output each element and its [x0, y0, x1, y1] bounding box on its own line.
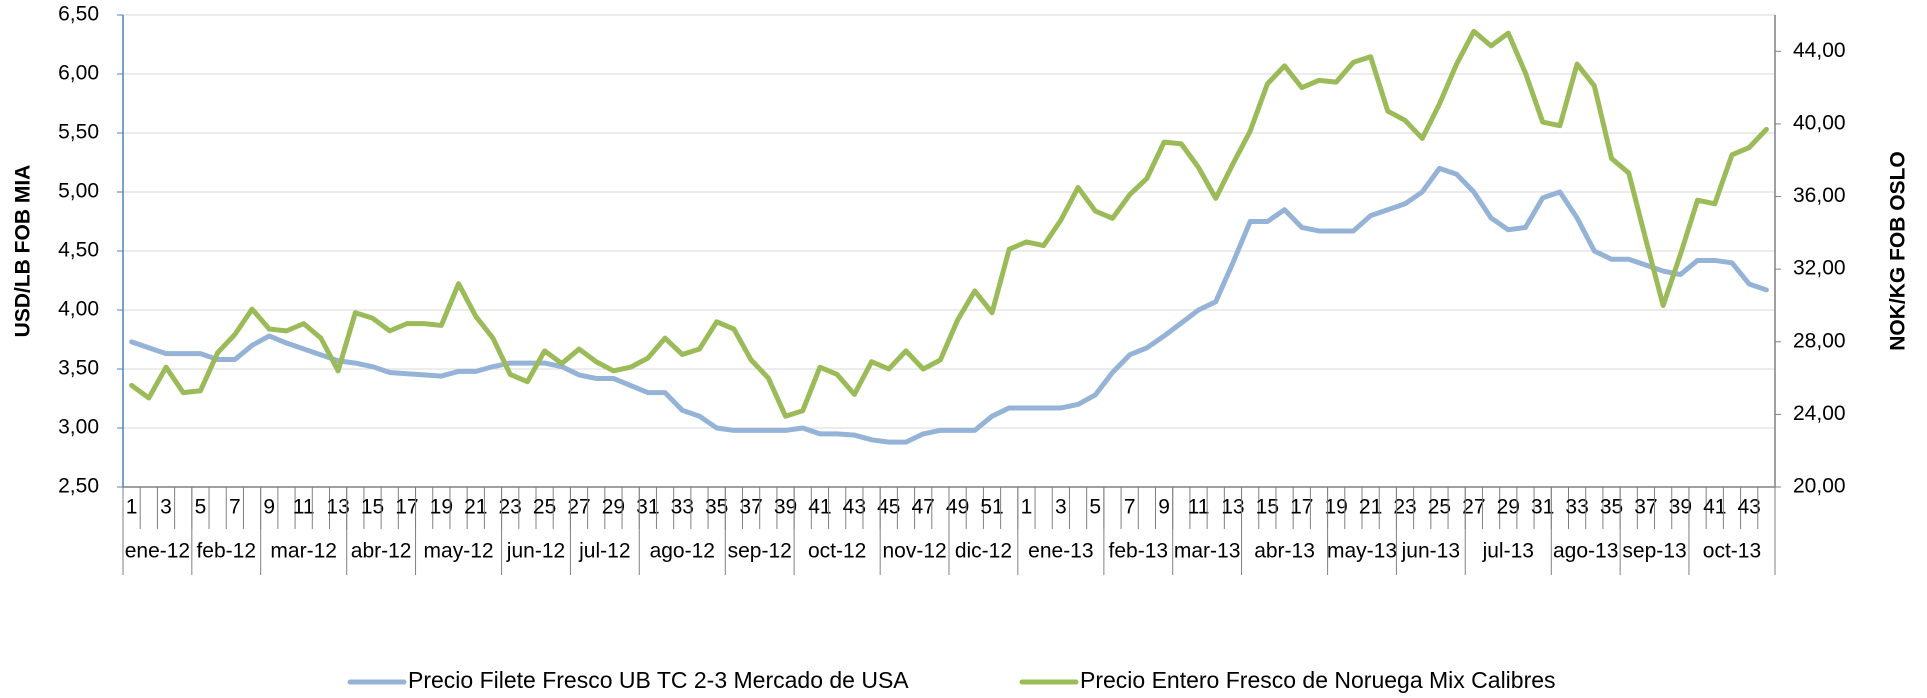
x-tick-label: 49 [946, 496, 969, 519]
x-group-label: jul-13 [1482, 540, 1534, 563]
y2-axis-title: NOK/KG FOB OSLO [1887, 151, 1910, 351]
x-tick-label: 15 [1256, 496, 1279, 519]
x-tick-label: 5 [1089, 496, 1101, 519]
x-group-label: jun-13 [1401, 540, 1460, 563]
x-tick-label: 17 [395, 496, 418, 519]
x-group-label: dic-12 [955, 540, 1012, 563]
x-tick-label: 45 [877, 496, 900, 519]
y2-tick-label: 20,00 [1793, 475, 1846, 498]
x-tick-label: 33 [671, 496, 694, 519]
y2-tick-label: 44,00 [1793, 39, 1846, 62]
x-tick-label: 37 [739, 496, 762, 519]
x-tick-label: 3 [1055, 496, 1067, 519]
x-tick-label: 7 [1124, 496, 1136, 519]
x-tick-label: 39 [774, 496, 797, 519]
x-group-label: mar-13 [1174, 540, 1241, 563]
y2-tick-label: 40,00 [1793, 111, 1846, 134]
x-tick-label: 41 [1703, 496, 1726, 519]
x-tick-label: 7 [229, 496, 241, 519]
x-tick-label: 9 [1158, 496, 1170, 519]
x-group-label: jun-12 [506, 540, 565, 563]
x-tick-label: 1 [1021, 496, 1033, 519]
y-tick-label: 5,00 [58, 180, 99, 203]
x-group-label: feb-13 [1109, 540, 1169, 563]
x-tick-label: 1 [126, 496, 138, 519]
y2-tick-label: 28,00 [1793, 329, 1846, 352]
x-tick-label: 11 [293, 496, 315, 519]
x-tick-label: 19 [1325, 496, 1348, 519]
x-tick-label: 31 [636, 496, 659, 519]
y-tick-label: 3,00 [58, 416, 99, 439]
x-tick-label: 13 [1221, 496, 1244, 519]
x-tick-label: 29 [1497, 496, 1520, 519]
x-tick-label: 29 [602, 496, 625, 519]
x-tick-label: 11 [1188, 496, 1210, 519]
x-tick-label: 21 [1359, 496, 1382, 519]
x-tick-label: 25 [1428, 496, 1451, 519]
x-tick-label: 23 [1393, 496, 1416, 519]
y-tick-label: 4,50 [58, 239, 99, 262]
x-tick-label: 35 [705, 496, 728, 519]
x-group-label: ene-13 [1028, 540, 1093, 563]
x-group-label: feb-12 [196, 540, 256, 563]
x-group-label: ene-12 [125, 540, 190, 563]
x-tick-label: 5 [195, 496, 207, 519]
x-group-label: oct-13 [1703, 540, 1761, 563]
x-tick-label: 37 [1634, 496, 1657, 519]
x-tick-label: 39 [1669, 496, 1692, 519]
x-tick-label: 25 [533, 496, 556, 519]
legend-label: Precio Filete Fresco UB TC 2-3 Mercado d… [408, 667, 909, 693]
y-axis-title: USD/LB FOB MIA [12, 165, 35, 338]
x-group-label: jul-12 [578, 540, 630, 563]
y-tick-label: 4,00 [58, 298, 99, 321]
x-group-label: sep-12 [728, 540, 792, 563]
x-tick-label: 17 [1290, 496, 1313, 519]
x-group-label: ago-13 [1553, 540, 1618, 563]
x-tick-label: 41 [808, 496, 831, 519]
x-group-label: abr-12 [351, 540, 412, 563]
x-group-label: ago-12 [650, 540, 715, 563]
y-tick-label: 5,50 [58, 121, 99, 144]
x-tick-label: 21 [464, 496, 487, 519]
x-tick-label: 33 [1565, 496, 1588, 519]
x-group-label: oct-12 [808, 540, 866, 563]
x-tick-label: 35 [1600, 496, 1623, 519]
x-tick-label: 13 [326, 496, 349, 519]
x-tick-label: 19 [430, 496, 453, 519]
x-tick-label: 23 [499, 496, 522, 519]
x-tick-label: 31 [1531, 496, 1554, 519]
y2-tick-label: 36,00 [1793, 184, 1846, 207]
y2-tick-label: 32,00 [1793, 257, 1846, 280]
x-tick-label: 51 [980, 496, 1003, 519]
x-tick-label: 3 [160, 496, 172, 519]
x-group-label: mar-12 [270, 540, 337, 563]
x-tick-label: 15 [361, 496, 384, 519]
x-tick-label: 27 [1462, 496, 1485, 519]
x-tick-label: 43 [1738, 496, 1761, 519]
y-tick-label: 3,50 [58, 357, 99, 380]
x-tick-label: 47 [912, 496, 935, 519]
y-tick-label: 2,50 [58, 475, 99, 498]
series-line [129, 28, 1769, 419]
x-group-label: nov-12 [882, 540, 946, 563]
x-tick-label: 43 [843, 496, 866, 519]
y-tick-label: 6,00 [58, 62, 99, 85]
x-group-label: sep-13 [1622, 540, 1686, 563]
series-line [129, 165, 1769, 445]
x-tick-label: 9 [263, 496, 275, 519]
x-group-label: may-12 [424, 540, 494, 563]
y2-tick-label: 24,00 [1793, 402, 1846, 425]
x-group-label: abr-13 [1254, 540, 1315, 563]
x-group-label: may-13 [1327, 540, 1397, 563]
legend-label: Precio Entero Fresco de Noruega Mix Cali… [1080, 667, 1556, 693]
y-tick-label: 6,50 [58, 3, 99, 26]
x-tick-label: 27 [567, 496, 590, 519]
